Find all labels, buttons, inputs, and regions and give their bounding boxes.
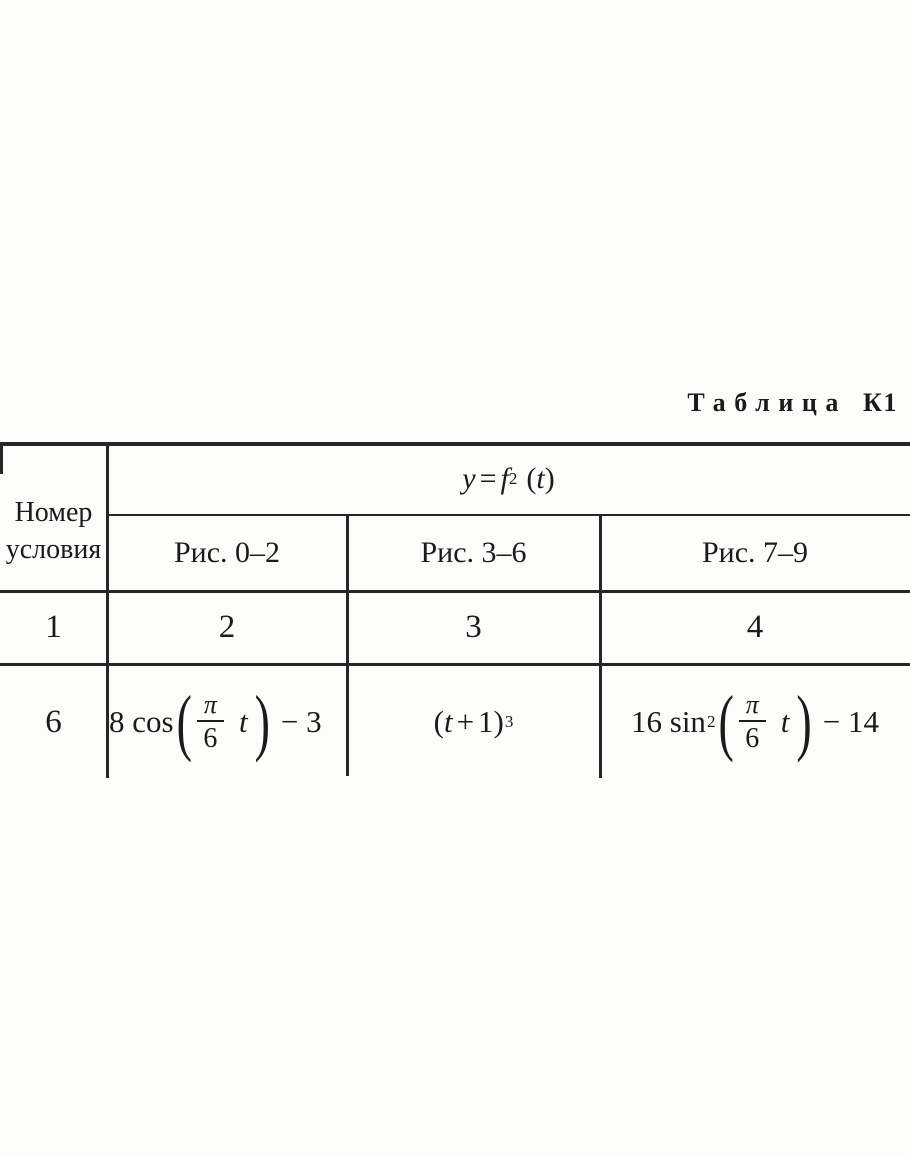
f36-num: 1 — [478, 704, 494, 739]
header-fig-7-9: Рис. 7–9 — [600, 515, 910, 590]
f02-fraction: π 6 — [196, 690, 224, 754]
f02-suffix: − 3 — [280, 704, 322, 739]
index-col-2: 2 — [107, 591, 347, 663]
table-title-word: Таблица — [687, 388, 848, 417]
header-fig-0-2-label: Рис. 0–2 — [173, 535, 281, 569]
table-vrule-col2 — [346, 514, 349, 776]
index-col-4: 4 — [600, 591, 910, 663]
table-title: Таблица К1 — [0, 388, 898, 418]
fn-lparen: ( — [526, 462, 537, 495]
f79-prefix-exponent: 2 — [706, 712, 716, 731]
header-fig-0-2: Рис. 0–2 — [107, 515, 347, 590]
table-border-left-fragment — [0, 442, 3, 474]
f79-frac-denominator: 6 — [745, 722, 760, 754]
index-col-1: 1 — [0, 591, 107, 663]
header-condition-number: Номер условия — [0, 443, 107, 591]
table-rule-under-span-header — [107, 514, 910, 516]
f36-op: + — [456, 704, 475, 739]
fn-sub: 2 — [508, 469, 518, 488]
index-col-2-value: 2 — [218, 608, 236, 645]
f02-frac-denominator: 6 — [203, 722, 218, 754]
f36-lparen: ( — [433, 704, 444, 739]
f02-right-paren: ) — [254, 679, 270, 763]
table-rule-under-col-headers — [0, 590, 910, 593]
fn-var: t — [536, 462, 545, 495]
header-fig-3-6: Рис. 3–6 — [347, 515, 600, 590]
f79-fraction: π 6 — [738, 690, 766, 754]
table-title-number: К1 — [863, 388, 898, 417]
f02-frac-numerator: π — [196, 690, 224, 722]
f36-var: t — [443, 704, 453, 739]
f79-left-paren: ( — [718, 679, 734, 763]
fn-rparen: ) — [544, 462, 555, 495]
index-col-4-value: 4 — [746, 608, 764, 645]
f02-prefix: 8 cos — [109, 704, 174, 739]
table-vrule-col1 — [106, 442, 109, 778]
f36-rparen: ) — [493, 704, 504, 739]
table-vrule-col3 — [599, 514, 602, 778]
index-col-3-value: 3 — [465, 608, 482, 645]
f02-left-paren: ( — [176, 679, 192, 763]
f79-prefix: 16 sin — [631, 704, 706, 739]
header-condition-number-line2: условия — [5, 534, 102, 565]
f79-suffix: − 14 — [822, 704, 879, 739]
f36-exponent: 3 — [504, 712, 514, 731]
header-fig-3-6-label: Рис. 3–6 — [420, 535, 527, 569]
f79-right-paren: ) — [796, 679, 812, 763]
header-condition-number-line1: Номер — [14, 497, 93, 528]
index-col-3: 3 — [347, 591, 600, 663]
table-border-top — [0, 442, 910, 446]
condition-number-value: 6 — [45, 703, 62, 740]
f79-frac-numerator: π — [738, 690, 766, 722]
f02-argument: t — [238, 704, 248, 739]
fn-eq: = — [479, 462, 497, 495]
header-fig-7-9-label: Рис. 7–9 — [701, 535, 809, 569]
fn-lhs: y — [462, 462, 476, 495]
formula-fig-7-9: 16 sin 2 ( π 6 t ) − 14 — [600, 666, 910, 778]
f79-argument: t — [780, 704, 790, 739]
table-rule-under-index-row — [0, 663, 910, 666]
fn-name: f — [500, 462, 509, 495]
condition-number-cell: 6 — [0, 666, 107, 778]
formula-fig-0-2: 8 cos ( π 6 t ) − 3 — [107, 666, 347, 778]
index-col-1-value: 1 — [45, 608, 62, 645]
formula-fig-3-6: (t + 1) 3 — [347, 666, 600, 778]
